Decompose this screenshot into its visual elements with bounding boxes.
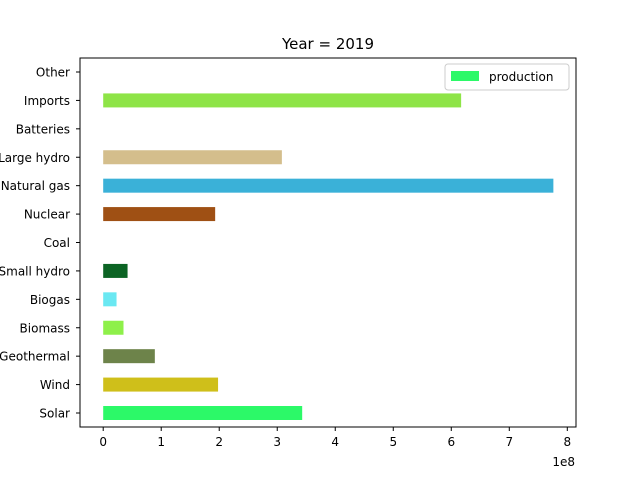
x-tick-label: 0 [99, 435, 107, 449]
bar-solar [103, 406, 303, 420]
y-tick-label-nuclear: Nuclear [24, 208, 70, 222]
bar-small-hydro [103, 263, 128, 278]
legend: production [444, 63, 570, 91]
x-tick-label: 2 [215, 435, 223, 449]
legend-label: production [489, 70, 553, 84]
x-tick-label: 3 [273, 435, 281, 449]
bar-imports [103, 93, 462, 108]
y-tick-label-large-hydro: Large hydro [0, 151, 70, 165]
x-axis: 0 1 2 3 4 5 6 7 8 [99, 427, 571, 449]
y-tick-label-geothermal: Geothermal [0, 350, 70, 364]
y-tick-label-other: Other [36, 66, 70, 80]
x-tick-label: 1 [157, 435, 165, 449]
y-tick-label-wind: Wind [40, 378, 70, 392]
bar-nuclear [103, 207, 216, 222]
y-tick-label-natural-gas: Natural gas [1, 179, 70, 193]
x-tick-label: 4 [331, 435, 339, 449]
x-axis-offset-text: 1e8 [552, 455, 575, 469]
y-tick-label-biogas: Biogas [30, 293, 70, 307]
bar-group [103, 93, 554, 420]
y-tick-label-coal: Coal [44, 236, 70, 250]
x-tick-label: 7 [505, 435, 513, 449]
y-tick-label-solar: Solar [39, 407, 70, 421]
bar-geothermal [103, 349, 155, 364]
bar-natural-gas [103, 178, 554, 193]
bar-large-hydro [103, 150, 282, 165]
x-tick-label: 5 [389, 435, 397, 449]
y-tick-label-biomass: Biomass [20, 321, 70, 335]
legend-swatch [451, 71, 479, 81]
y-axis: Solar Wind Geothermal Biomass Biogas Small hy… [0, 66, 80, 421]
plot-frame [79, 57, 577, 428]
bar-biomass [103, 320, 124, 335]
y-tick-label-imports: Imports [24, 94, 70, 108]
y-tick-label-batteries: Batteries [16, 122, 70, 136]
chart-title: Year = 2019 [281, 35, 374, 53]
bar-wind [103, 377, 219, 392]
y-tick-label-small-hydro: Small hydro [0, 264, 70, 278]
bar-biogas [103, 292, 117, 307]
x-tick-label: 6 [447, 435, 455, 449]
x-tick-label: 8 [563, 435, 571, 449]
legend-box [444, 63, 570, 91]
